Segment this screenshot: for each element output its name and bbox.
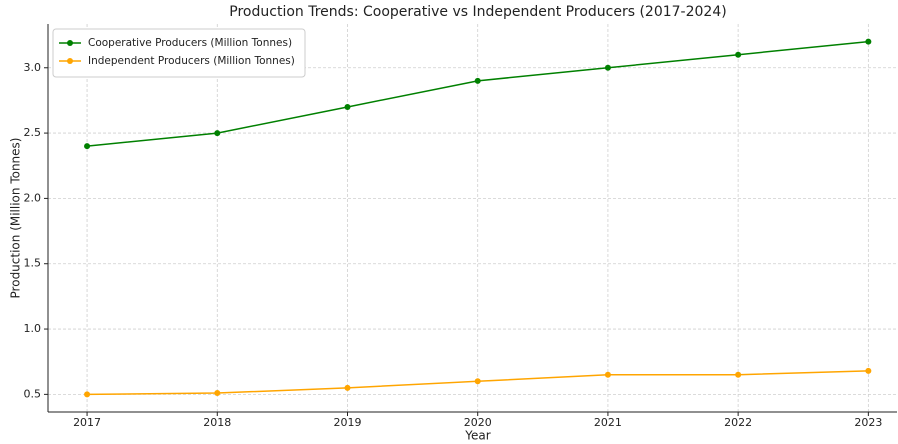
data-point bbox=[214, 390, 221, 397]
legend: Cooperative Producers (Million Tonnes) In… bbox=[52, 28, 306, 78]
legend-marker bbox=[67, 40, 73, 46]
y-axis-label: Production (Million Tonnes) bbox=[9, 138, 23, 299]
legend-marker bbox=[67, 58, 73, 64]
x-tick-label: 2018 bbox=[203, 416, 231, 429]
data-point bbox=[735, 371, 742, 378]
data-point bbox=[865, 38, 872, 45]
y-tick-label: 1.0 bbox=[24, 322, 42, 335]
data-point bbox=[604, 64, 611, 71]
y-tick-label: 2.0 bbox=[24, 191, 42, 204]
x-tick-label: 2022 bbox=[724, 416, 752, 429]
data-point bbox=[214, 130, 221, 137]
data-point bbox=[865, 367, 872, 374]
y-tick-label: 2.5 bbox=[24, 126, 42, 139]
y-tick-label: 1.5 bbox=[24, 257, 42, 270]
data-point bbox=[344, 103, 351, 110]
x-axis-label: Year bbox=[464, 429, 490, 443]
x-tick-label: 2017 bbox=[73, 416, 101, 429]
y-tick-label: 0.5 bbox=[24, 387, 42, 400]
x-tick-label: 2019 bbox=[333, 416, 361, 429]
data-point bbox=[84, 391, 91, 398]
data-point bbox=[84, 143, 91, 150]
data-point bbox=[474, 378, 481, 385]
y-tick-label: 3.0 bbox=[24, 61, 42, 74]
data-point bbox=[344, 384, 351, 391]
x-tick-label: 2021 bbox=[594, 416, 622, 429]
chart-title: Production Trends: Cooperative vs Indepe… bbox=[229, 4, 726, 20]
legend-label: Cooperative Producers (Million Tonnes) bbox=[88, 37, 292, 49]
data-point bbox=[735, 51, 742, 58]
data-point bbox=[604, 371, 611, 378]
legend-box bbox=[52, 28, 306, 78]
x-tick-label: 2023 bbox=[854, 416, 882, 429]
data-point bbox=[474, 77, 481, 84]
x-tick-label: 2020 bbox=[464, 416, 492, 429]
legend-label: Independent Producers (Million Tonnes) bbox=[88, 55, 295, 67]
